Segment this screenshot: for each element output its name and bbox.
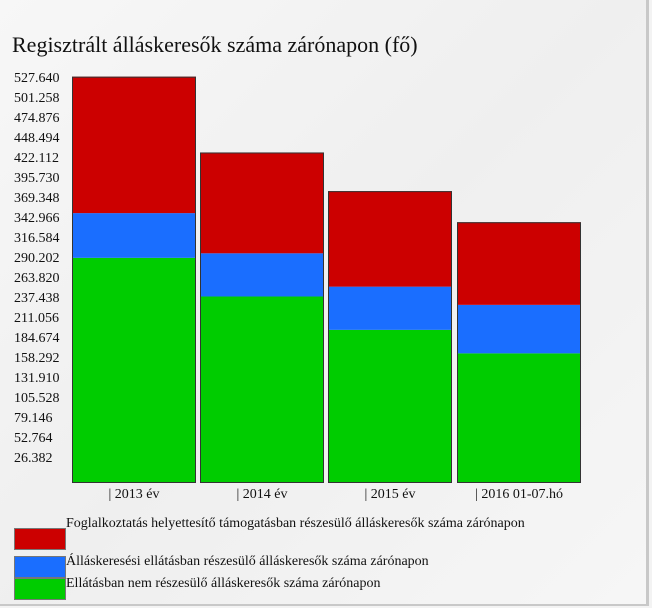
y-tick-label-16: 422.112: [14, 151, 59, 166]
bar-segment-3-blue: [328, 286, 452, 330]
y-tick-label-2: 52.764: [14, 431, 53, 446]
legend-label-red: Foglalkoztatás helyettesítő támogatásban…: [66, 516, 525, 531]
y-tick-label-10: 263.820: [14, 271, 60, 286]
bar-outline-3: [328, 191, 452, 483]
y-tick-label-6: 158.292: [14, 351, 60, 366]
y-tick-label-12: 316.584: [14, 231, 60, 246]
bar-segment-2-green: [200, 296, 324, 483]
bar-segment-3-red: [328, 191, 452, 287]
y-tick-label-8: 211.056: [14, 311, 59, 326]
legend-swatch-green: [14, 578, 66, 600]
bar-outline-2: [200, 152, 324, 483]
bar-segment-4-red: [457, 222, 581, 305]
bar-segment-1-red: [72, 76, 196, 214]
bar-segment-2-red: [200, 152, 324, 254]
y-tick-label-3: 79.146: [14, 411, 53, 426]
x-tick-label-3: | 2015 év: [364, 487, 415, 502]
bar-segment-1-green: [72, 257, 196, 483]
bar-segment-2-blue: [200, 253, 324, 297]
y-tick-label-13: 342.966: [14, 211, 60, 226]
legend-label-blue: Álláskeresési ellátásban részesülő állás…: [66, 554, 429, 569]
y-tick-label-14: 369.348: [14, 191, 60, 206]
bar-outline-1: [72, 76, 196, 483]
y-tick-label-18: 474.876: [14, 111, 60, 126]
bar-segment-1-blue: [72, 213, 196, 258]
y-tick-label-4: 105.528: [14, 391, 60, 406]
y-tick-label-7: 184.674: [14, 331, 60, 346]
legend-swatch-blue: [14, 556, 66, 578]
y-tick-label-17: 448.494: [14, 131, 60, 146]
legend-label-green: Ellátásban nem részesülő álláskeresők sz…: [66, 576, 381, 591]
y-tick-label-9: 237.438: [14, 291, 60, 306]
x-tick-label-1: | 2013 év: [108, 487, 159, 502]
bar-segment-3-green: [328, 329, 452, 483]
bar-segment-4-blue: [457, 304, 581, 354]
x-tick-label-4: | 2016 01-07.hó: [475, 487, 563, 502]
bar-segment-4-green: [457, 353, 581, 483]
y-tick-label-19: 501.258: [14, 91, 60, 106]
x-tick-label-2: | 2014 év: [236, 487, 287, 502]
legend-swatch-red: [14, 528, 66, 550]
y-tick-label-15: 395.730: [14, 171, 60, 186]
bar-outline-4: [457, 222, 581, 483]
y-tick-label-5: 131.910: [14, 371, 60, 386]
y-tick-label-11: 290.202: [14, 251, 60, 266]
chart-title: Regisztrált álláskeresők száma zárónapon…: [12, 32, 418, 57]
y-tick-label-1: 26.382: [14, 451, 53, 466]
y-tick-label-20: 527.640: [14, 71, 60, 86]
